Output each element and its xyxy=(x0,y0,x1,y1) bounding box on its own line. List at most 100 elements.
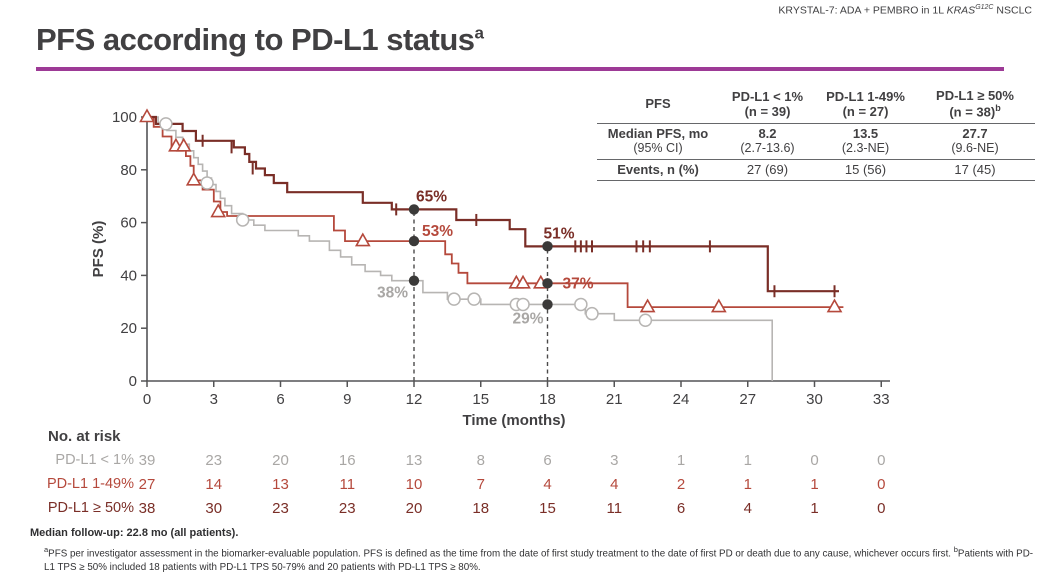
x-tick-label: 12 xyxy=(406,391,423,408)
censor-triangle-p49 xyxy=(354,232,371,247)
y-tick-label: 20 xyxy=(120,320,137,337)
at-risk-count: 1 xyxy=(743,452,752,469)
censor-circle-lt1 xyxy=(235,213,250,227)
summary-value-cell: 8.2 (2.7-13.6) xyxy=(740,125,795,156)
at-risk-count: 11 xyxy=(339,476,356,493)
censor-triangle-p49 xyxy=(639,298,656,313)
censor-circle-lt1 xyxy=(159,117,173,131)
page-title-text: PFS according to PD-L1 status xyxy=(36,22,475,57)
at-risk-count: 20 xyxy=(272,452,289,469)
at-risk-count: 4 xyxy=(543,476,552,493)
study-header-prefix: KRYSTAL-7: ADA + PEMBRO in 1L xyxy=(778,4,947,17)
censor-circle-lt1 xyxy=(516,297,530,312)
summary-row-label: Median PFS, mo (95% CI) xyxy=(607,125,709,156)
at-risk-count: 13 xyxy=(405,452,423,469)
censor-triangle-p49 xyxy=(515,274,531,289)
summary-column-header: PD-L1 1-49% (n = 27) xyxy=(826,88,905,119)
at-risk-count: 16 xyxy=(338,452,356,469)
at-risk-count: 23 xyxy=(338,500,356,517)
landmark-label: 65% xyxy=(416,188,447,205)
summary-value-cell: 27 (69) xyxy=(746,162,789,178)
at-risk-count: 0 xyxy=(877,500,886,517)
summary-value-cell: 13.5 (2.3-NE) xyxy=(841,125,890,156)
at-risk-count: 18 xyxy=(472,500,490,517)
at-risk-count: 1 xyxy=(810,476,819,493)
x-tick-label: 27 xyxy=(739,391,756,408)
footnote: aPFS per investigator assessment in the … xyxy=(44,545,1034,574)
study-header: KRYSTAL-7: ADA + PEMBRO in 1L KRASG12C N… xyxy=(778,4,1032,17)
landmark-dot xyxy=(542,299,553,310)
x-tick-label: 21 xyxy=(606,391,623,408)
at-risk-count: 15 xyxy=(539,500,556,517)
censor-triangle-p49 xyxy=(139,108,155,123)
x-tick-label: 0 xyxy=(143,391,151,408)
censor-triangle-p49 xyxy=(175,137,192,152)
y-tick-label: 80 xyxy=(120,162,137,179)
at-risk-row-label: PD-L1 < 1% xyxy=(55,452,134,468)
at-risk-count: 30 xyxy=(205,500,223,517)
at-risk-count: 39 xyxy=(138,452,156,469)
y-axis-label: PFS (%) xyxy=(90,221,107,278)
y-tick-label: 40 xyxy=(120,267,137,284)
footnote-text: PFS per investigator assessment in the b… xyxy=(48,548,954,560)
summary-header-row: PFS PD-L1 < 1% (n = 39) PD-L1 1-49% (n = 27)… xyxy=(597,86,1035,124)
landmark-label: 37% xyxy=(563,275,594,292)
censor-circle-lt1 xyxy=(574,297,588,312)
x-tick-label: 9 xyxy=(343,391,351,408)
footnote-text: Patients with PD-L1 TPS ≥ 50% included 1… xyxy=(44,548,1034,573)
at-risk-count: 2 xyxy=(676,476,686,493)
x-tick-label: 30 xyxy=(806,391,823,408)
censor-triangle-p49 xyxy=(826,298,843,313)
censor-triangle-p49 xyxy=(185,171,202,186)
censor-triangle-p49 xyxy=(710,298,727,313)
censor-triangle-p49 xyxy=(210,203,227,218)
landmark-dot xyxy=(542,241,553,252)
footnote-superscript: b xyxy=(953,545,958,554)
title-accent-rule xyxy=(36,67,1004,71)
summary-column-header: PD-L1 ≥ 50% (n = 38)b xyxy=(936,88,1014,120)
median-followup-note: Median follow-up: 22.8 mo (all patients)… xyxy=(30,527,239,539)
at-risk-count: 1 xyxy=(743,476,752,493)
censor-circle-lt1 xyxy=(467,292,481,306)
censor-circle-lt1 xyxy=(585,306,599,321)
at-risk-count: 23 xyxy=(205,452,223,469)
summary-column-header: PD-L1 < 1% (n = 39) xyxy=(731,88,804,119)
summary-data-row: Events, n (%) 27 (69) 15 (56) 17 (45) xyxy=(597,160,1035,182)
at-risk-count: 10 xyxy=(405,476,423,493)
at-risk-count: 6 xyxy=(543,452,552,469)
y-tick-label: 0 xyxy=(129,373,137,390)
landmark-label: 38% xyxy=(377,285,408,302)
at-risk-count: 11 xyxy=(606,500,623,517)
at-risk-count: 27 xyxy=(138,476,156,493)
summary-value-cell: 15 (56) xyxy=(844,162,887,178)
landmark-dot xyxy=(542,278,553,289)
summary-row-label: Events, n (%) xyxy=(617,162,699,178)
page-title: PFS according to PD-L1 statusa xyxy=(36,22,484,58)
at-risk-count: 0 xyxy=(877,452,886,469)
x-tick-label: 3 xyxy=(210,391,218,408)
at-risk-count: 23 xyxy=(272,500,289,517)
landmark-label: 51% xyxy=(544,225,575,242)
landmark-dot xyxy=(408,275,420,286)
censor-circle-lt1 xyxy=(447,292,461,306)
gene-superscript: G12C xyxy=(975,4,994,11)
landmark-label: 29% xyxy=(512,310,543,327)
x-tick-label: 24 xyxy=(673,391,690,408)
km-curve-p49 xyxy=(147,116,844,308)
at-risk-count: 14 xyxy=(205,476,223,493)
summary-value-cell: 27.7 (9.6-NE) xyxy=(951,125,999,156)
summary-corner-label: PFS xyxy=(645,96,671,112)
at-risk-count: 4 xyxy=(743,500,752,517)
censor-circle-lt1 xyxy=(638,313,653,328)
pfs-summary-table: PFS PD-L1 < 1% (n = 39) PD-L1 1-49% (n = 27)… xyxy=(597,86,1035,182)
at-risk-heading: No. at risk xyxy=(48,428,121,445)
at-risk-count: 6 xyxy=(676,500,686,517)
landmark-dot xyxy=(408,235,420,247)
summary-data-row: Median PFS, mo (95% CI) 8.2 (2.7-13.6) 13.5(… xyxy=(597,124,1035,161)
x-axis-label: Time (months) xyxy=(462,412,565,429)
summary-value-cell: 17 (45) xyxy=(954,162,996,178)
at-risk-count: 1 xyxy=(810,500,819,517)
page-title-superscript: a xyxy=(474,23,484,43)
